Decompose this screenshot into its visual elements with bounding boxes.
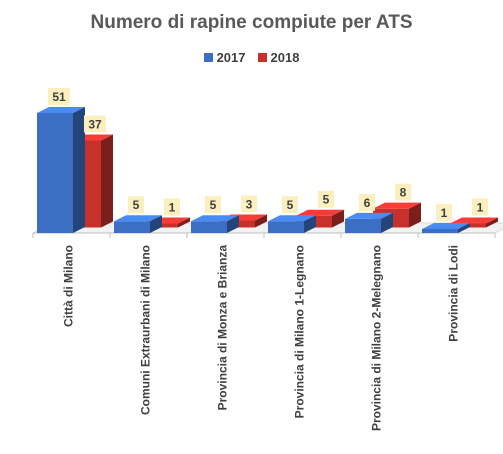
data-label-text: 5: [287, 198, 294, 212]
legend-label-2017: 2017: [216, 50, 246, 65]
data-label-text: 5: [133, 198, 140, 212]
legend-swatch-2018: [257, 53, 267, 62]
data-label-box: [318, 190, 334, 208]
data-label-text: 1: [169, 201, 176, 215]
data-label-2018-5: 1: [472, 198, 488, 216]
data-label-box: [48, 88, 70, 105]
data-label-text: 8: [400, 186, 407, 200]
category-label-1: Comuni Extraurbani di Milano: [139, 245, 153, 415]
data-label-2018-0: 37: [84, 115, 106, 133]
data-label-2017-0: 51: [48, 88, 70, 105]
bar-side: [332, 209, 344, 228]
data-label-box: [164, 198, 180, 216]
data-label-box: [359, 193, 375, 211]
data-label-2017-3: 5: [282, 196, 298, 214]
bar-2017-2: [191, 215, 239, 233]
bar-front: [422, 229, 458, 233]
bar-side: [227, 215, 239, 233]
bar-front: [191, 221, 227, 233]
bar-side: [178, 217, 190, 228]
data-label-box: [282, 196, 298, 214]
data-label-text: 5: [210, 198, 217, 212]
data-label-text: 3: [246, 197, 253, 211]
data-label-2017-5: 1: [436, 204, 452, 221]
data-label-2018-3: 5: [318, 190, 334, 208]
bar-top: [296, 209, 344, 216]
data-label-box: [241, 195, 257, 213]
data-label-text: 5: [323, 193, 330, 207]
bar-side: [458, 223, 470, 233]
bar-side: [381, 212, 393, 233]
bar-top: [268, 215, 316, 222]
legend: 2017 2018: [0, 50, 503, 65]
bar-top: [373, 202, 421, 209]
bar-front: [345, 218, 381, 233]
data-label-box: [84, 115, 106, 133]
data-label-box: [472, 198, 488, 216]
bar-front: [114, 221, 150, 233]
legend-item-2017: 2017: [203, 50, 246, 65]
bar-2017-3: [268, 215, 316, 233]
bar-2017-4: [345, 212, 393, 233]
bar-front: [268, 221, 304, 233]
data-label-box: [395, 183, 411, 201]
bar-top: [191, 215, 239, 222]
chart-title: Numero di rapine compiute per ATS: [90, 12, 413, 33]
legend-swatch-2017: [203, 53, 213, 62]
data-label-text: 51: [52, 90, 66, 104]
data-label-text: 6: [364, 196, 371, 210]
data-label-2017-1: 5: [128, 196, 144, 214]
category-label-0: Città di Milano: [62, 245, 76, 327]
bar-2017-5: [422, 223, 470, 233]
category-label-2: Provincia di Monza e Brianza: [216, 245, 230, 411]
bar-top: [450, 217, 498, 224]
data-label-box: [128, 196, 144, 214]
data-label-text: 1: [477, 201, 484, 215]
category-label-4: Provincia di Milano 2-Melegnano: [370, 245, 384, 431]
bar-side: [73, 107, 85, 233]
data-label-2018-2: 3: [241, 195, 257, 213]
bar-side: [255, 214, 267, 228]
data-label-2018-1: 1: [164, 198, 180, 216]
bar-side: [304, 215, 316, 233]
category-label-5: Provincia di Lodi: [447, 245, 461, 342]
bar-2017-1: [114, 215, 162, 233]
bar-side: [409, 202, 421, 228]
legend-label-2018: 2018: [270, 50, 300, 65]
data-label-text: 37: [88, 117, 102, 131]
bar-top: [37, 107, 85, 113]
data-label-box: [436, 204, 452, 221]
bar-side: [486, 217, 498, 228]
legend-item-2018: 2018: [257, 50, 300, 65]
data-label-text: 1: [441, 206, 448, 220]
bar-top: [345, 212, 393, 219]
data-label-2018-4: 8: [395, 183, 411, 201]
bar-side: [150, 215, 162, 233]
data-label-2017-4: 6: [359, 193, 375, 211]
data-label-2017-2: 5: [205, 196, 221, 214]
data-label-box: [205, 196, 221, 214]
bar-front: [37, 113, 73, 233]
category-label-3: Provincia di Milano 1-Legnano: [293, 245, 307, 418]
bar-top: [114, 215, 162, 222]
bar-top: [422, 223, 470, 229]
bar-2017-0: [37, 107, 85, 233]
bar-side: [101, 134, 113, 228]
